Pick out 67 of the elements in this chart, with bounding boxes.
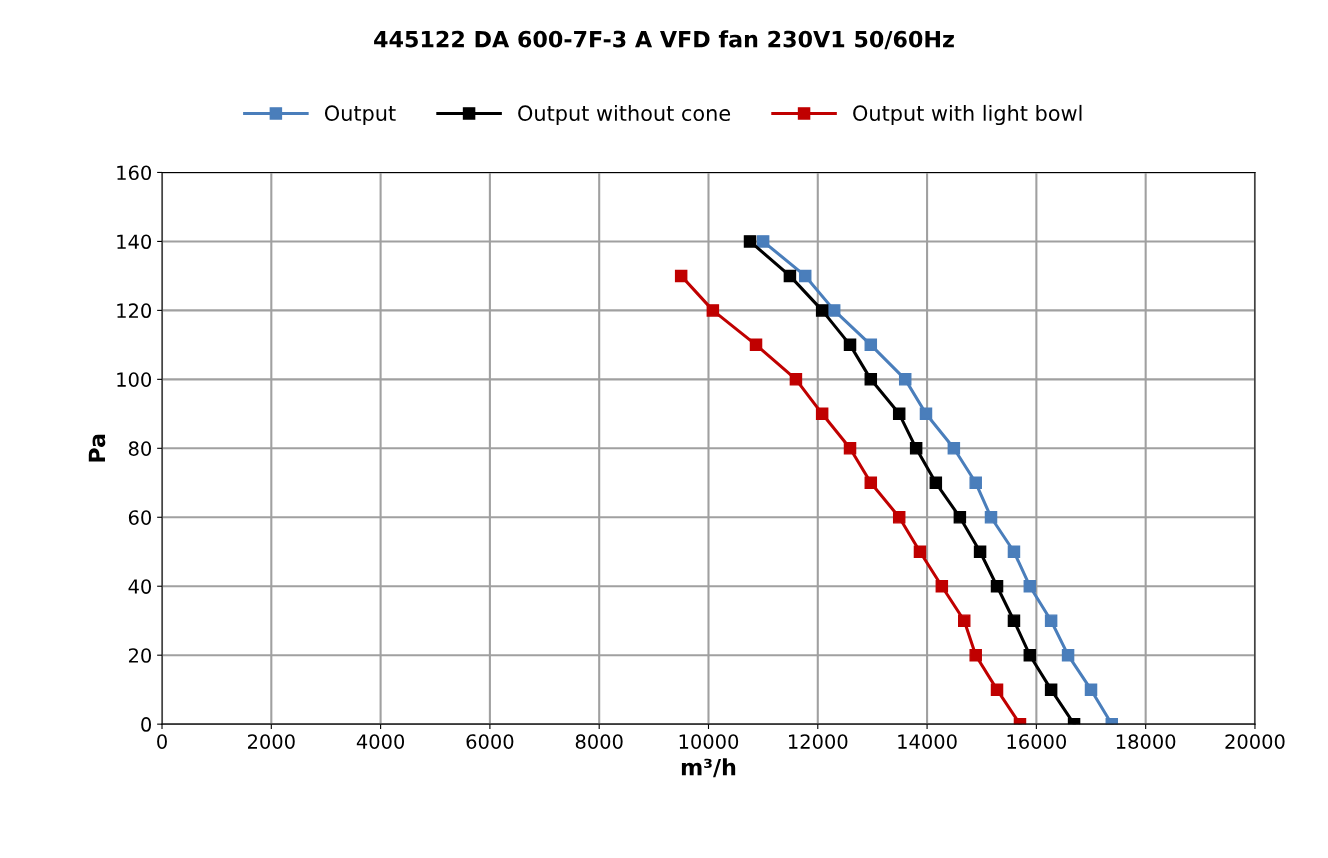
x-tick-label: 8000 <box>575 734 623 749</box>
point <box>1007 614 1021 627</box>
y-tick-label: 60 <box>128 510 151 525</box>
point <box>815 407 829 421</box>
point <box>1061 648 1075 662</box>
y-tick-label: 20 <box>128 648 151 663</box>
point <box>1084 683 1098 696</box>
point <box>706 304 720 317</box>
point <box>909 442 923 455</box>
point <box>919 407 933 421</box>
point <box>843 442 857 455</box>
point <box>947 442 961 455</box>
point <box>783 269 797 283</box>
point <box>743 235 757 248</box>
x-tick-label: 16000 <box>1007 734 1067 749</box>
point <box>789 373 803 386</box>
point <box>1023 648 1037 662</box>
x-tick-label: 12000 <box>788 734 848 749</box>
point <box>969 476 982 490</box>
point <box>827 304 841 317</box>
point <box>969 648 982 662</box>
y-tick-label: 0 <box>141 717 151 732</box>
point <box>935 579 949 593</box>
point <box>864 476 878 490</box>
x-tick-label: 4000 <box>356 734 405 749</box>
point <box>898 373 912 386</box>
point <box>892 511 906 524</box>
point <box>843 338 857 352</box>
x-tick-label: 10000 <box>679 734 739 749</box>
point <box>749 338 763 352</box>
point <box>815 304 829 317</box>
point <box>1023 579 1037 593</box>
y-tick-label: 140 <box>117 234 151 250</box>
x-tick-label: 14000 <box>898 734 957 749</box>
point <box>984 511 998 524</box>
x-tick-label: 2000 <box>247 734 295 749</box>
legend-label: Output <box>324 105 396 126</box>
y-tick-label: 120 <box>117 303 151 319</box>
legend-label: Output with light bowl <box>853 104 1082 126</box>
chart-title: 445122 DA 600-7F-3 A VFD fan 230V1 50/60Hz <box>374 30 954 50</box>
x-tick-label: 18000 <box>1116 734 1176 749</box>
point <box>990 683 1004 696</box>
y-tick-label: 40 <box>128 579 151 594</box>
point <box>1044 614 1058 627</box>
x-tick-label: 6000 <box>466 734 514 749</box>
y-tick-label: 100 <box>117 372 151 388</box>
x-tick-label: 20000 <box>1225 734 1285 749</box>
y-tick-label: 80 <box>128 441 151 456</box>
point <box>892 407 906 421</box>
point <box>1007 545 1021 558</box>
point <box>1044 683 1058 696</box>
point <box>864 338 878 352</box>
point <box>864 373 878 386</box>
x-tick-label: 0 <box>157 734 167 749</box>
point <box>973 545 987 558</box>
point <box>674 269 688 283</box>
y-tick-label: 160 <box>117 165 151 181</box>
point <box>953 511 967 524</box>
point <box>913 545 927 558</box>
point <box>756 235 770 248</box>
point <box>798 269 812 283</box>
x-axis-title: m³/h <box>681 758 736 778</box>
point <box>929 476 943 490</box>
y-axis-title: Pa <box>88 434 106 462</box>
point <box>957 614 971 627</box>
legend-label: Output without cone <box>518 104 731 126</box>
point <box>990 579 1004 593</box>
